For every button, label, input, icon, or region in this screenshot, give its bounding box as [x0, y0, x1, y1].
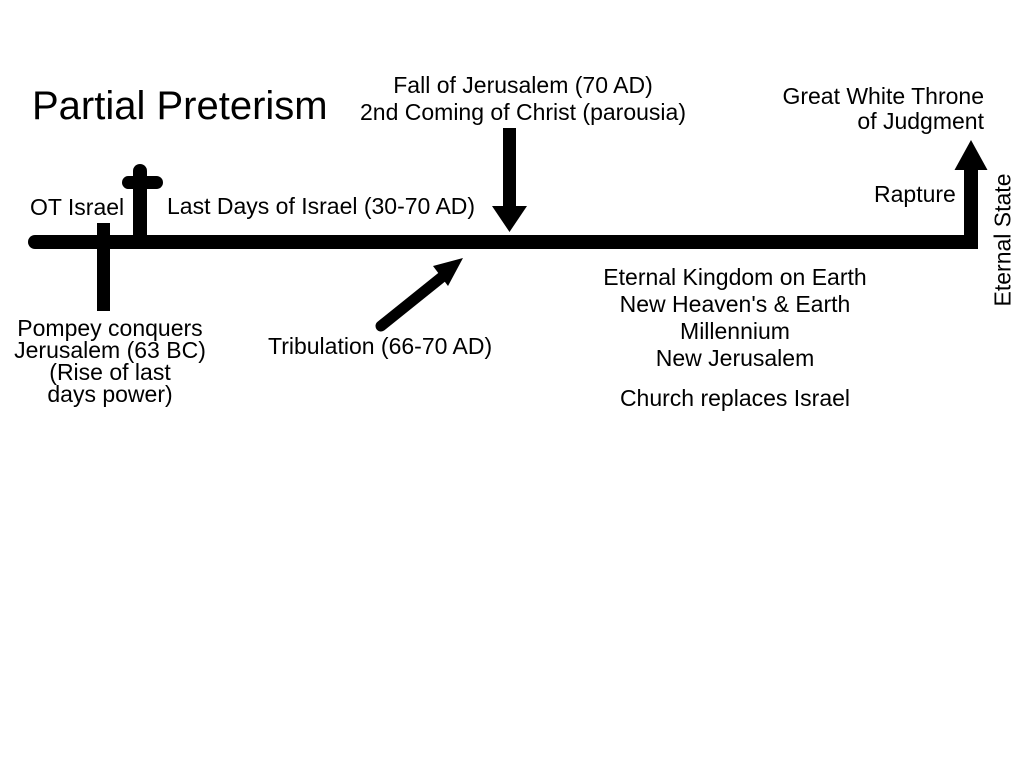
- cross-bar-icon: [122, 176, 163, 189]
- tribulation-label: Tribulation (66-70 AD): [268, 333, 493, 359]
- gwt-line-2: of Judgment: [857, 108, 984, 134]
- eternal-state-label: Eternal State: [989, 173, 1016, 307]
- pompey-line-2: Jerusalem (63 BC): [14, 337, 206, 363]
- gwt-line-1: Great White Throne: [782, 83, 984, 109]
- tribulation-arrow-shaft: [375, 271, 448, 332]
- kingdom-line-2: New Heaven's & Earth: [619, 291, 851, 317]
- church-replaces-israel-label: Church replaces Israel: [619, 385, 851, 411]
- eternal-kingdom-label: Eternal Kingdom on Earth New Heaven's & …: [535, 264, 935, 372]
- pompey-line-3: (Rise of last: [49, 359, 171, 385]
- cross-icon: [133, 164, 147, 242]
- down-arrow-shaft: [503, 128, 516, 208]
- timeline-axis: [28, 235, 978, 249]
- rapture-label: Rapture: [874, 181, 956, 207]
- up-arrow-icon: [954, 140, 988, 170]
- kingdom-line-4: New Jerusalem: [655, 345, 815, 371]
- pompey-line-1: Pompey conquers: [17, 315, 203, 341]
- fall-line-2: 2nd Coming of Christ (parousia): [360, 99, 686, 125]
- page-title: Partial Preterism: [32, 84, 328, 128]
- pompey-line-4: days power): [47, 381, 173, 407]
- ot-israel-label: OT Israel: [30, 194, 125, 220]
- great-white-throne-label: Great White Throne of Judgment: [742, 84, 984, 134]
- up-arrow-shaft: [964, 166, 978, 249]
- pompey-label: Pompey conquers Jerusalem (63 BC) (Rise …: [10, 315, 210, 407]
- pompey-tick: [97, 223, 110, 311]
- down-arrow-icon: [492, 206, 527, 232]
- tribulation-arrow-icon: [433, 258, 463, 286]
- last-days-label: Last Days of Israel (30-70 AD): [167, 193, 476, 219]
- kingdom-line-3: Millennium: [680, 318, 790, 344]
- kingdom-line-1: Eternal Kingdom on Earth: [603, 264, 867, 290]
- fall-line-1: Fall of Jerusalem (70 AD): [393, 72, 653, 98]
- fall-of-jerusalem-label: Fall of Jerusalem (70 AD) 2nd Coming of …: [342, 72, 704, 126]
